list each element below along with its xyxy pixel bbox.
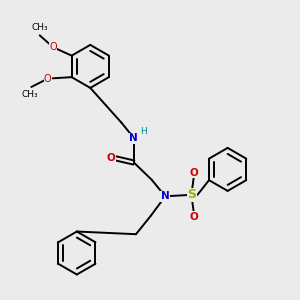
Text: O: O [189,212,198,222]
Text: O: O [189,168,198,178]
Text: N: N [130,133,138,143]
Text: N: N [161,191,170,201]
Text: CH₃: CH₃ [32,23,48,32]
Text: O: O [106,153,115,163]
Text: O: O [49,42,57,52]
Text: H: H [140,127,147,136]
Text: CH₃: CH₃ [22,90,38,99]
Text: O: O [44,74,52,84]
Text: S: S [188,188,196,201]
